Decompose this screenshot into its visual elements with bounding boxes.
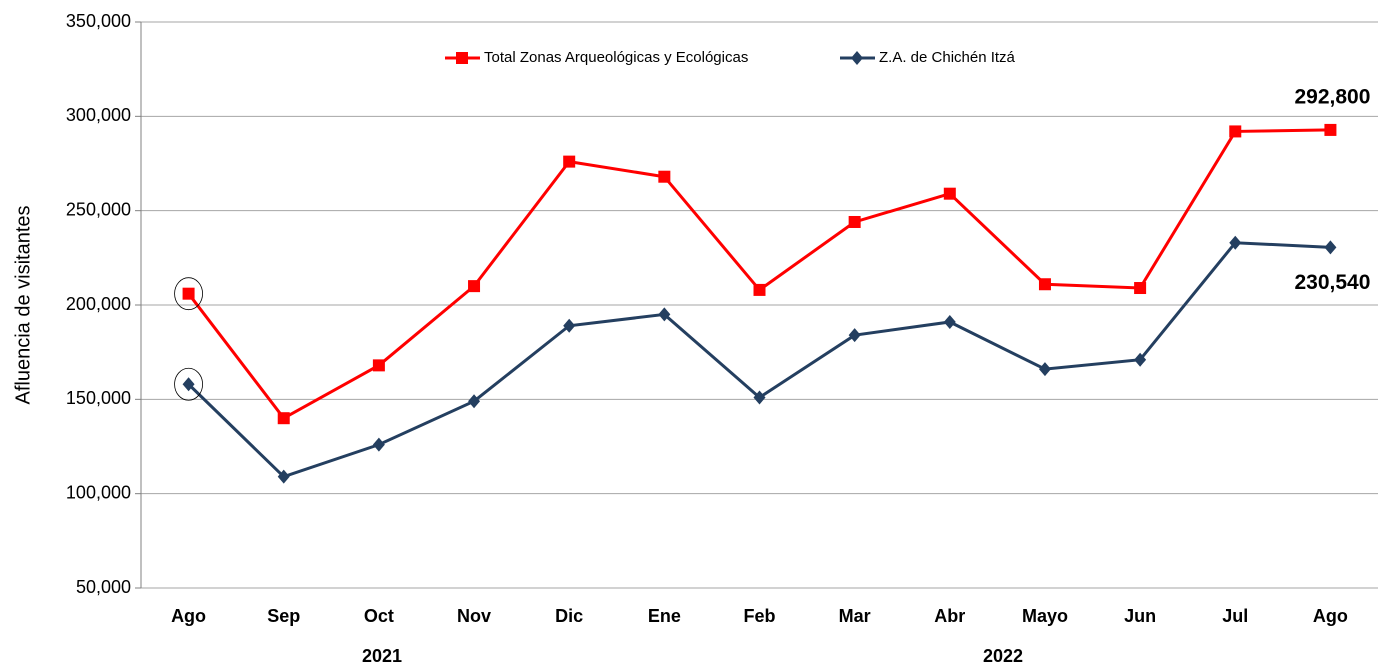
y-tick-label: 250,000: [66, 199, 131, 219]
legend-label: Total Zonas Arqueológicas y Ecológicas: [484, 49, 748, 66]
marker: [848, 328, 861, 343]
marker: [1038, 362, 1051, 377]
y-tick-label: 150,000: [66, 388, 131, 408]
marker: [943, 187, 956, 200]
marker: [1038, 278, 1051, 291]
marker: [753, 390, 766, 405]
marker: [658, 307, 671, 322]
marker: [943, 314, 956, 329]
x-tick-label: Ene: [648, 606, 681, 626]
series-line: [187, 128, 1331, 421]
marker: [1324, 123, 1337, 136]
marker: [372, 437, 385, 452]
y-tick-label: 300,000: [66, 105, 131, 125]
marker: [563, 155, 576, 168]
year-label: 2022: [983, 646, 1023, 666]
marker: [182, 377, 195, 392]
marker: [848, 215, 861, 228]
marker: [1134, 352, 1147, 367]
marker: [372, 359, 385, 372]
value-label: 230,540: [1295, 271, 1371, 294]
value-label: 292,800: [1295, 85, 1371, 108]
legend-marker: [851, 51, 863, 65]
x-tick-label: Abr: [934, 606, 965, 626]
marker: [277, 412, 290, 425]
x-tick-label: Dic: [555, 606, 583, 626]
x-tick-label: Jun: [1124, 606, 1156, 626]
marker: [1229, 125, 1242, 138]
marker: [1324, 240, 1337, 255]
year-label: 2021: [362, 646, 402, 666]
highlight-circle: [174, 367, 203, 401]
legend-label: Z.A. de Chichén Itzá: [879, 49, 1016, 66]
y-tick-label: 50,000: [76, 577, 131, 597]
y-tick-label: 200,000: [66, 294, 131, 314]
x-tick-label: Nov: [457, 606, 491, 626]
marker: [1229, 235, 1242, 250]
legend-marker: [456, 52, 468, 64]
x-tick-label: Ago: [1313, 606, 1348, 626]
marker: [753, 283, 766, 296]
x-tick-label: Jul: [1222, 606, 1248, 626]
y-axis-label: Afluencia de visitantes: [12, 205, 34, 404]
highlight-circle: [174, 277, 203, 311]
marker: [182, 287, 195, 300]
marker: [1134, 282, 1147, 295]
x-tick-label: Mayo: [1022, 606, 1068, 626]
marker: [468, 394, 481, 409]
marker: [563, 318, 576, 333]
x-tick-label: Ago: [171, 606, 206, 626]
y-tick-label: 350,000: [66, 11, 131, 31]
series-line: [187, 241, 1331, 479]
marker: [277, 469, 290, 484]
y-tick-label: 100,000: [66, 482, 131, 502]
x-tick-label: Mar: [839, 606, 871, 626]
x-tick-label: Oct: [364, 606, 394, 626]
x-tick-label: Feb: [743, 606, 775, 626]
marker: [658, 170, 671, 183]
x-tick-label: Sep: [267, 606, 300, 626]
marker: [468, 280, 481, 293]
